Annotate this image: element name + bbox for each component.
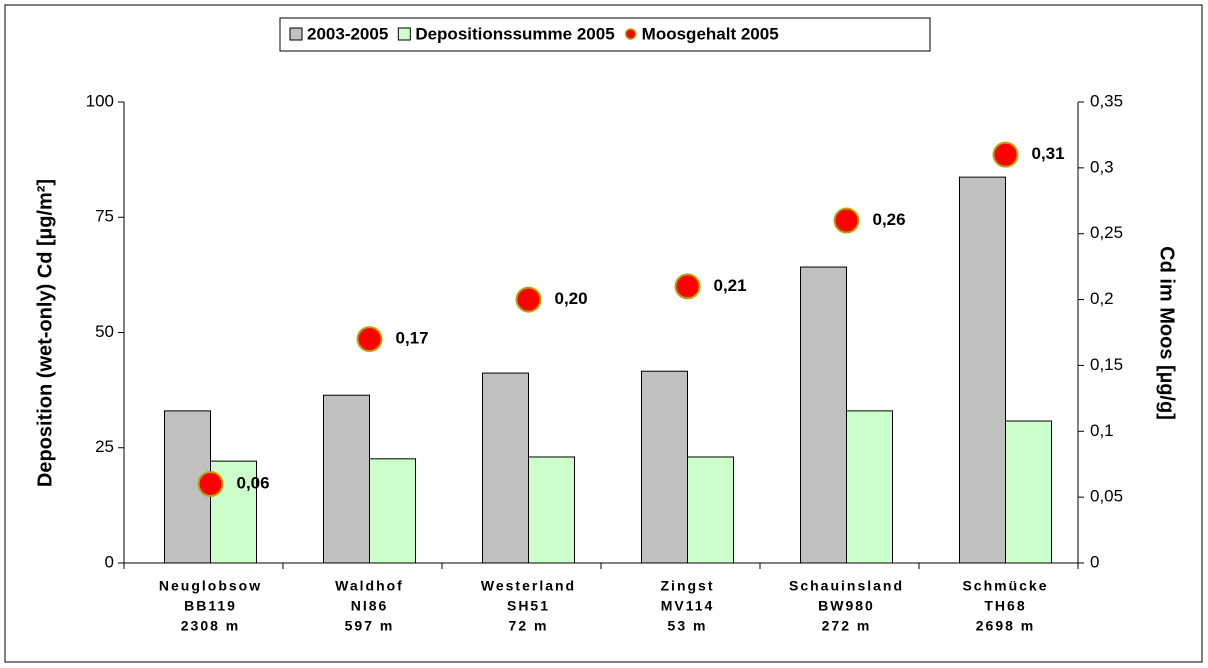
x-tick-label: MV114 — [661, 598, 715, 614]
data-label: 0,26 — [873, 210, 906, 229]
y-tick-label: 100 — [86, 91, 114, 110]
x-tick-label: Waldhof — [335, 578, 404, 594]
moss-point — [833, 207, 860, 234]
bar — [369, 458, 416, 564]
y2-tick-label: 0,2 — [1090, 289, 1114, 308]
x-tick-label: NI86 — [351, 598, 389, 614]
bar — [528, 456, 575, 564]
y-tick-label: 75 — [95, 207, 114, 226]
x-tick-label: BW980 — [818, 598, 875, 614]
x-tick-label: 2698 m — [976, 618, 1035, 634]
y2-tick-label: 0,35 — [1090, 91, 1123, 110]
x-tick-label: Schmücke — [962, 578, 1048, 594]
data-label: 0,31 — [1032, 144, 1065, 163]
bar — [687, 456, 734, 564]
bar — [641, 370, 688, 564]
x-tick-label: SH51 — [507, 598, 550, 614]
legend-label: 2003-2005 — [307, 24, 388, 43]
bar — [323, 394, 370, 564]
y2-tick-label: 0,15 — [1090, 355, 1123, 374]
bar — [800, 266, 847, 564]
x-tick-label: Westerland — [481, 578, 576, 594]
data-label: 0,06 — [237, 473, 270, 492]
y2-axis-label: Cd im Moos [µg/g] — [1156, 246, 1178, 420]
y-tick-label: 50 — [95, 322, 114, 341]
bar — [164, 410, 211, 564]
x-tick-label: Neuglobsow — [159, 578, 262, 594]
data-label: 0,21 — [714, 276, 747, 295]
moss-point — [356, 326, 383, 353]
x-tick-label: 53 m — [668, 618, 708, 634]
legend-swatch — [397, 27, 411, 41]
legend-swatch — [289, 27, 303, 41]
legend-label: Depositionssumme 2005 — [415, 24, 614, 43]
y2-tick-label: 0,3 — [1090, 157, 1114, 176]
y-tick-label: 0 — [105, 552, 114, 571]
x-tick-label: 272 m — [822, 618, 872, 634]
y2-tick-label: 0,05 — [1090, 487, 1123, 506]
bar — [482, 372, 529, 564]
x-tick-label: 72 m — [509, 618, 549, 634]
legend-marker — [624, 28, 637, 40]
moss-point — [515, 286, 542, 313]
y2-tick-label: 0,25 — [1090, 223, 1123, 242]
data-label: 0,20 — [555, 289, 588, 308]
y2-tick-label: 0,1 — [1090, 421, 1114, 440]
y-tick-label: 25 — [95, 437, 114, 456]
data-label: 0,17 — [396, 329, 429, 348]
x-tick-label: 597 m — [345, 618, 395, 634]
x-tick-label: TH68 — [984, 598, 1026, 614]
moss-point — [197, 470, 224, 497]
x-tick-label: 2308 m — [181, 618, 240, 634]
legend-box — [279, 17, 931, 52]
bar — [846, 410, 893, 564]
moss-point — [992, 141, 1019, 168]
y2-tick-label: 0 — [1090, 552, 1099, 571]
bar — [1005, 420, 1052, 564]
bar — [959, 176, 1006, 564]
y-axis-label: Deposition (wet-only) Cd [µg/m²] — [34, 179, 56, 487]
x-tick-label: Schauinsland — [789, 578, 904, 594]
x-tick-label: Zingst — [661, 578, 715, 594]
legend-label: Moosgehalt 2005 — [642, 24, 779, 43]
x-tick-label: BB119 — [184, 598, 237, 614]
moss-point — [674, 273, 701, 300]
